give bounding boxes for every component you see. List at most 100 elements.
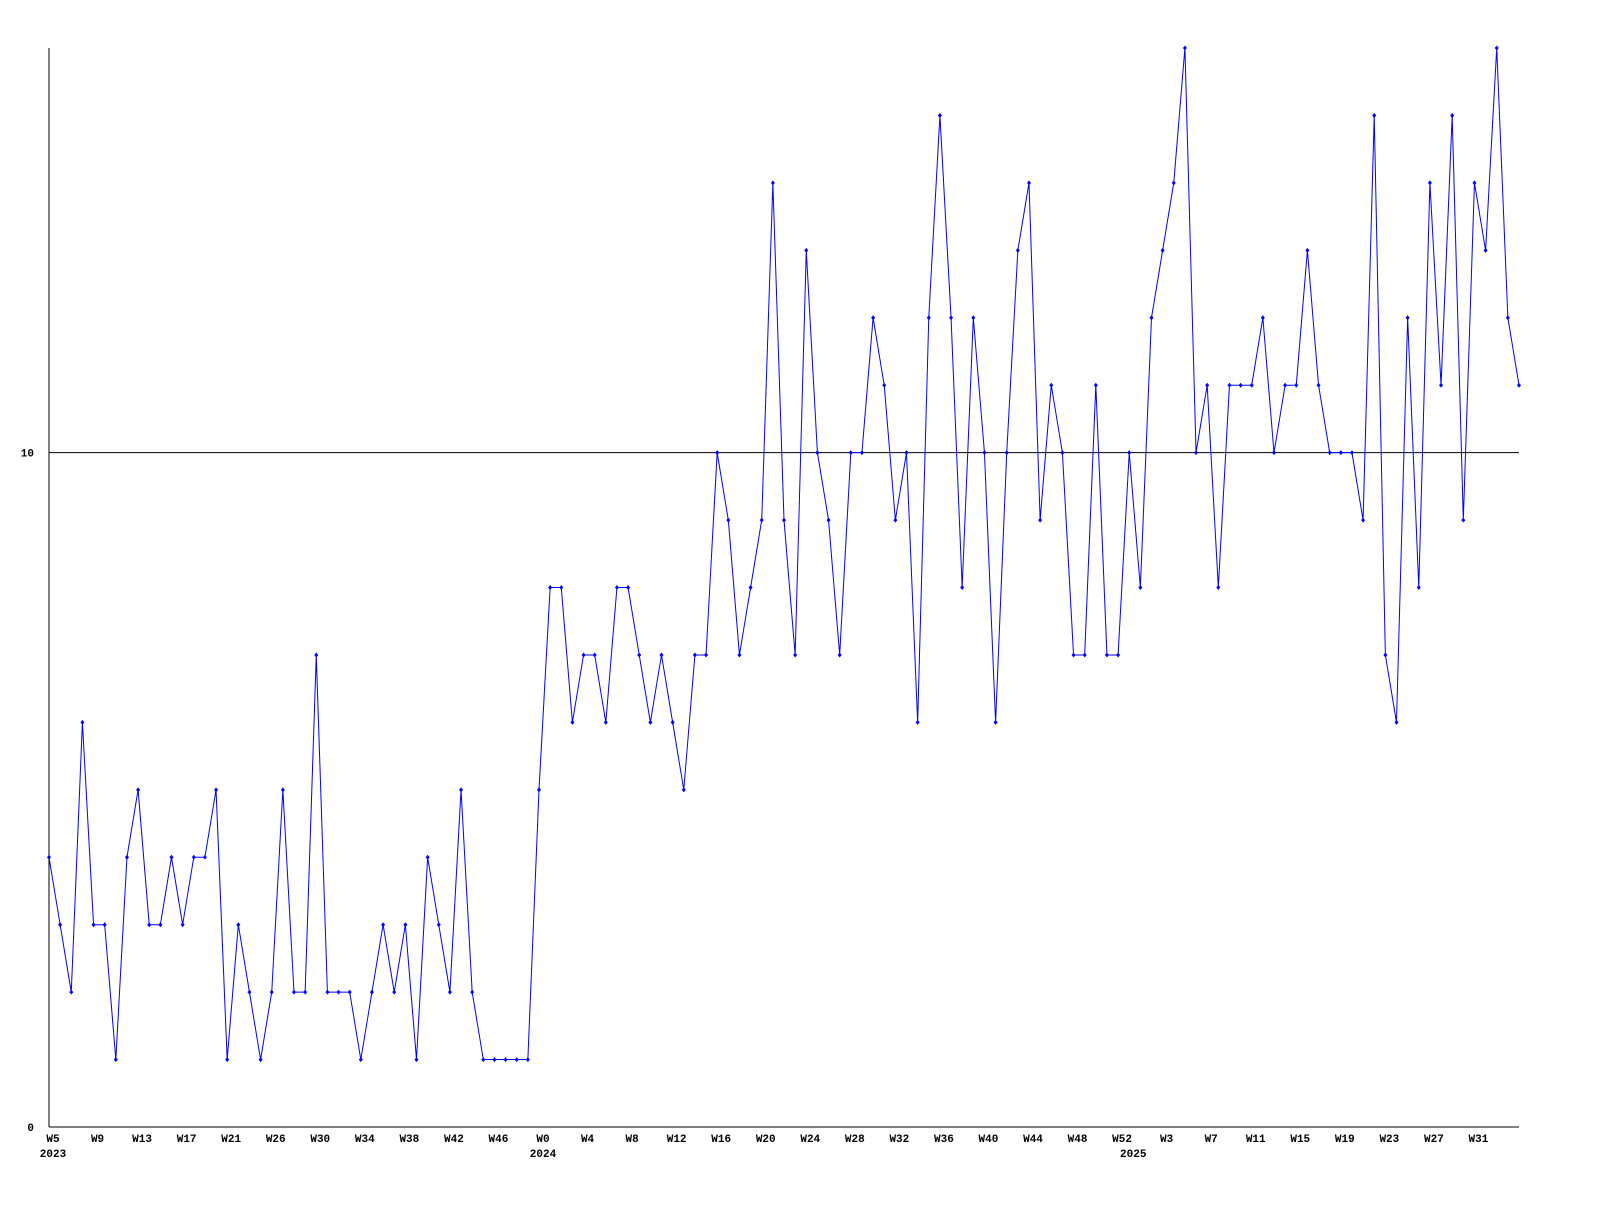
point-marker: [503, 1057, 508, 1063]
point-marker: [1450, 112, 1455, 118]
point-marker: [915, 719, 920, 725]
x-tick-label: W19: [1335, 1134, 1355, 1146]
point-marker: [982, 450, 987, 456]
point-marker: [1160, 247, 1165, 253]
point-marker: [1505, 315, 1510, 321]
point-marker: [1405, 315, 1410, 321]
point-marker: [704, 652, 709, 658]
point-marker: [770, 180, 775, 186]
x-tick-label: W0: [536, 1134, 549, 1146]
point-marker: [1472, 180, 1477, 186]
x-tick-label: W23: [1379, 1134, 1399, 1146]
x-tick-label: W26: [266, 1134, 286, 1146]
point-marker: [1361, 517, 1366, 523]
point-marker: [603, 719, 608, 725]
point-marker: [314, 652, 319, 658]
x-tick-label: W8: [625, 1134, 639, 1146]
point-marker: [225, 1057, 230, 1063]
point-marker: [1093, 382, 1098, 388]
point-marker: [136, 787, 141, 793]
point-marker: [347, 989, 352, 995]
point-marker: [993, 719, 998, 725]
point-marker: [214, 787, 219, 793]
point-marker: [369, 989, 374, 995]
point-marker: [793, 652, 798, 658]
point-marker: [1416, 585, 1421, 590]
point-marker: [971, 315, 976, 321]
point-marker: [1294, 382, 1299, 388]
line: [48, 47, 1520, 1061]
point-marker: [1004, 450, 1009, 456]
x-tick-label: W4: [581, 1134, 595, 1146]
point-marker: [69, 989, 74, 995]
point-marker: [1082, 652, 1087, 658]
point-marker: [871, 315, 876, 321]
x-tick-label: W36: [934, 1134, 954, 1146]
x-tick-label: W20: [756, 1134, 776, 1146]
x-tick-label: W38: [399, 1134, 419, 1146]
x-tick-label: W48: [1068, 1134, 1088, 1146]
point-marker: [637, 652, 642, 658]
x-tick-label: W11: [1246, 1134, 1266, 1146]
x-tick-label: W21: [221, 1134, 241, 1146]
point-marker: [191, 854, 196, 860]
x-tick-label: W44: [1023, 1134, 1043, 1146]
point-marker: [202, 854, 207, 860]
point-marker: [236, 922, 241, 928]
point-marker: [949, 315, 954, 321]
point-marker: [1071, 652, 1076, 658]
point-marker: [581, 652, 586, 658]
point-marker: [147, 922, 152, 928]
x-tick-label: W24: [800, 1134, 820, 1146]
point-marker: [748, 585, 753, 590]
x-year-label: 2023: [40, 1149, 67, 1161]
point-marker: [1383, 652, 1388, 658]
point-marker: [58, 922, 63, 928]
point-marker: [1104, 652, 1109, 658]
x-tick-label: W3: [1160, 1134, 1174, 1146]
point-marker: [258, 1057, 263, 1063]
point-marker: [124, 854, 129, 860]
point-marker: [937, 112, 942, 118]
point-marker: [904, 450, 909, 456]
point-marker: [614, 585, 619, 590]
point-marker: [737, 652, 742, 658]
y-tick-label: 0: [27, 1123, 34, 1135]
point-marker: [1205, 382, 1210, 388]
point-marker: [659, 652, 664, 658]
point-marker: [169, 854, 174, 860]
x-tick-label: W34: [355, 1134, 375, 1146]
point-marker: [592, 652, 597, 658]
point-marker: [1116, 652, 1121, 658]
x-tick-label: W17: [177, 1134, 197, 1146]
x-tick-label: W30: [310, 1134, 330, 1146]
point-marker: [692, 652, 697, 658]
point-marker: [548, 585, 553, 590]
point-marker: [392, 989, 397, 995]
point-marker: [1394, 719, 1399, 725]
point-marker: [47, 854, 51, 860]
point-marker: [1316, 382, 1321, 388]
point-marker: [158, 922, 163, 928]
y-tick-label: 10: [21, 449, 34, 461]
point-marker: [1517, 382, 1521, 388]
point-marker: [91, 922, 96, 928]
point-marker: [1305, 247, 1310, 253]
point-marker: [381, 922, 386, 928]
point-marker: [358, 1057, 363, 1063]
point-marker: [882, 382, 887, 388]
x-tick-label: W42: [444, 1134, 464, 1146]
point-marker: [1238, 382, 1243, 388]
x-tick-label: W28: [845, 1134, 865, 1146]
x-year-label: 2025: [1120, 1149, 1147, 1161]
point-marker: [1349, 450, 1354, 456]
point-marker: [859, 450, 864, 456]
point-marker: [893, 517, 898, 523]
point-marker: [570, 719, 575, 725]
point-marker: [1260, 315, 1265, 321]
point-marker: [1027, 180, 1031, 186]
point-marker: [1138, 585, 1143, 590]
point-marker: [280, 787, 285, 793]
point-marker: [525, 1057, 530, 1063]
point-marker: [815, 450, 820, 456]
